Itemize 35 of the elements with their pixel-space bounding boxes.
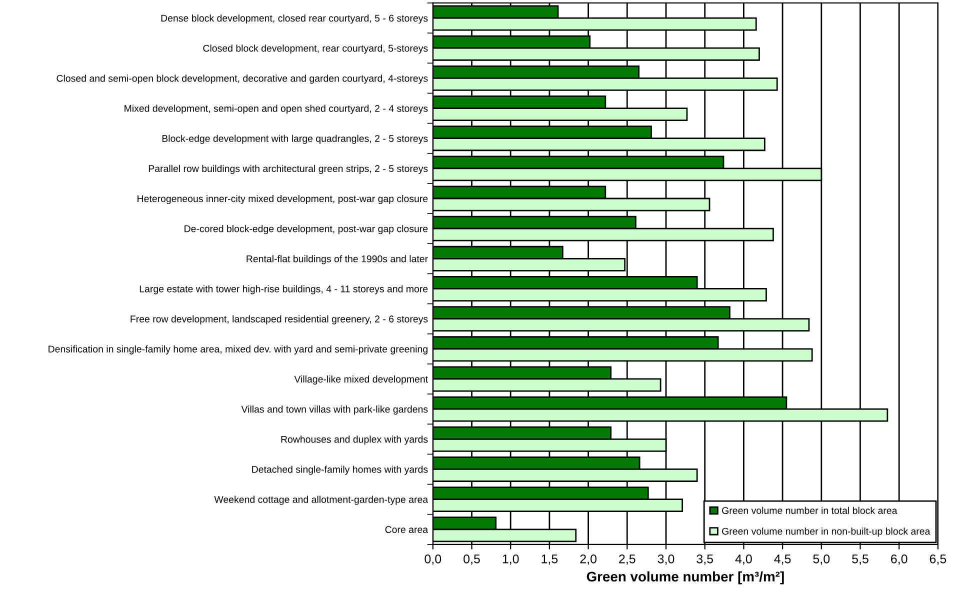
- legend-label: Green volume number in total block area: [722, 506, 898, 514]
- x-tick-label: 0,5: [464, 554, 480, 565]
- x-tick-label: 6,0: [891, 554, 908, 565]
- y-tick-label: Weekend cottage and allotment-garden-type area: [214, 496, 428, 505]
- x-tick-label: 2,5: [619, 554, 636, 565]
- y-tick-label: Block-edge development with large quadrangles, 2 - 5 storeys: [162, 134, 428, 144]
- y-tick-label: Densification in single-family home area, mixed dev. with yard and semi-private greening: [48, 345, 428, 354]
- y-tick-label: Core area: [385, 526, 428, 534]
- x-tick-label: 4,5: [774, 554, 791, 565]
- x-tick-label: 5,0: [813, 554, 830, 565]
- y-tick-label: Parallel row buildings with architectural green strips, 2 - 5 storeys: [148, 164, 428, 174]
- x-tick-label: 4,0: [735, 554, 752, 565]
- y-tick-label: Detached single-family homes with yards: [252, 466, 428, 475]
- x-axis-title: Green volume number [m³/m²]: [586, 571, 784, 584]
- y-tick-label: Closed block development, rear courtyard, 5-storeys: [203, 44, 428, 54]
- y-tick-label: Villas and town villas with park-like gardens: [241, 406, 428, 415]
- y-tick-label: Heterogeneous inner-city mixed development, post-war gap closure: [138, 194, 428, 204]
- y-tick-label: Closed and semi-open block development, decorative and garden courtyard, 4-storeys: [56, 74, 428, 84]
- y-tick-label: Village-like mixed development: [294, 375, 428, 385]
- y-tick-label: Rental-flat buildings of the 1990s and later: [246, 255, 428, 264]
- y-tick-label: Dense block development, closed rear courtyard, 5 - 6 storeys: [161, 14, 428, 24]
- y-tick-label: Free row development, landscaped residential greenery, 2 - 6 storeys: [130, 315, 428, 324]
- y-tick-label: Large estate with tower high-rise buildings, 4 - 11 storeys and more: [140, 285, 428, 294]
- y-tick-label: Mixed development, semi-open and open shed courtyard, 2 - 4 storeys: [124, 104, 428, 114]
- x-tick-label: 5,5: [852, 554, 868, 565]
- x-tick-label: 6,5: [930, 554, 946, 565]
- y-tick-label: De-cored block-edge development, post-war gap closure: [184, 225, 428, 234]
- x-tick-label: 3,0: [658, 554, 674, 565]
- x-tick-label: 1,0: [502, 554, 519, 565]
- x-tick-label: 2,0: [580, 554, 596, 565]
- x-tick-label: 3,5: [696, 554, 714, 565]
- y-tick-label: Rowhouses and duplex with yards: [281, 436, 428, 445]
- x-tick-label: 0,0: [424, 554, 442, 565]
- legend-label: Green volume number in non-built-up block area: [722, 528, 930, 537]
- x-tick-label: 1,5: [542, 554, 558, 565]
